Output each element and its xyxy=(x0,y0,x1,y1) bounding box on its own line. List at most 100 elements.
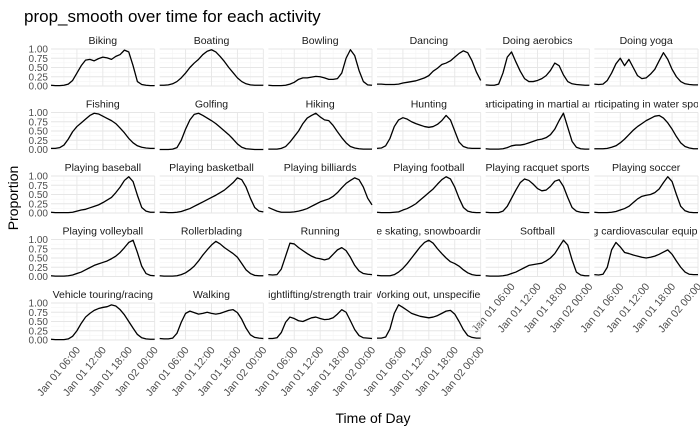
facet-strip-label: Biking xyxy=(89,35,118,47)
facet-panel: Playing volleyball 0.000.250.500.751.00 xyxy=(29,226,156,283)
y-tick-label: 1.00 xyxy=(29,299,49,310)
facet-panel: Ice skating, snowboarding xyxy=(376,226,482,277)
y-tick-label: 0.25 xyxy=(29,136,49,147)
facet-strip-label: Fishing xyxy=(86,99,120,111)
y-tick-label: 0.75 xyxy=(29,181,49,192)
series-line xyxy=(159,112,264,151)
series-line xyxy=(485,112,590,150)
facet-strip-label: Playing soccer xyxy=(612,162,681,174)
y-tick-label: 0.25 xyxy=(29,326,49,337)
series-line xyxy=(376,176,481,214)
facet-strip-label: Weightlifting/strength training xyxy=(253,289,388,301)
y-tick-label: 0.00 xyxy=(29,82,49,93)
y-tick-label: 0.00 xyxy=(29,209,49,220)
y-tick-label: 0.00 xyxy=(29,336,49,347)
facet-panel: Playing soccer xyxy=(594,162,699,214)
facet-strip-label: Using cardiovascular equipment xyxy=(571,226,700,238)
facet-strip-label: Doing aerobics xyxy=(502,35,572,47)
facet-panel: Fishing 0.000.250.500.751.00 xyxy=(29,99,156,156)
facet-panel: Rollerblading xyxy=(159,226,264,277)
facet-panel: Playing racquet sports xyxy=(485,162,590,214)
facet-strip-label: Bowling xyxy=(302,35,339,47)
facet-panel: Vehicle touring/racing 0.000.250.500.751.… xyxy=(29,289,161,399)
facet-panel: Doing aerobics xyxy=(485,35,590,87)
series-line xyxy=(159,240,264,277)
series-line xyxy=(485,239,590,277)
facet-strip-label: Participating in water sports xyxy=(582,99,700,111)
y-tick-label: 0.00 xyxy=(29,272,49,283)
y-tick-label: 0.50 xyxy=(29,254,49,265)
facet-strip-label: Rollerblading xyxy=(181,226,242,238)
facet-panel: Playing football xyxy=(376,162,482,214)
facet-strip-label: Doing yoga xyxy=(620,35,673,47)
series-line xyxy=(268,309,373,340)
facet-strip-label: Playing football xyxy=(393,162,464,174)
facet-strip-label: Boating xyxy=(194,35,230,47)
y-tick-label: 0.25 xyxy=(29,72,49,83)
series-line xyxy=(50,304,155,341)
facet-panel: Golfing xyxy=(159,99,264,151)
facet-panel: Boating xyxy=(159,35,264,87)
series-line xyxy=(594,241,698,276)
facet-strip-label: Playing baseball xyxy=(65,162,141,174)
facet-strip-label: Running xyxy=(301,226,340,238)
facet-panel: Bowling xyxy=(268,35,373,87)
facet-strip-label: Softball xyxy=(520,226,555,238)
facet-panel: Using cardiovascular equipmentJan 01 06:… xyxy=(571,226,700,336)
series-line xyxy=(376,239,481,277)
facet-strip-label: Working out, unspecified xyxy=(371,289,486,301)
series-line xyxy=(594,114,698,150)
facet-panel: Running xyxy=(268,226,373,277)
x-axis-label: Time of Day xyxy=(336,410,411,426)
y-tick-label: 0.25 xyxy=(29,199,49,210)
y-tick-label: 0.50 xyxy=(29,317,49,328)
y-tick-label: 0.00 xyxy=(29,145,49,156)
facet-strip-label: Playing basketball xyxy=(169,162,254,174)
facet-strip-label: Participating in martial arts xyxy=(476,99,600,111)
facet-strip-label: Dancing xyxy=(410,35,449,47)
facet-panel: Doing yoga xyxy=(594,35,699,87)
series-line xyxy=(50,49,155,87)
facet-strip-label: Golfing xyxy=(195,99,228,111)
series-line xyxy=(268,112,372,150)
y-tick-label: 0.75 xyxy=(29,117,49,128)
series-line xyxy=(50,176,155,214)
series-line xyxy=(51,112,155,150)
y-axis-label: Proportion xyxy=(5,166,21,231)
facet-panel: Playing basketball xyxy=(159,162,264,214)
facet-strip-label: Playing volleyball xyxy=(63,226,144,238)
facet-panel: Participating in water sports xyxy=(582,99,700,150)
series-line xyxy=(50,239,155,277)
facet-strip-label: Hunting xyxy=(411,99,447,111)
facet-panel: Hunting xyxy=(376,99,482,150)
y-tick-label: 1.00 xyxy=(29,45,49,56)
y-tick-label: 0.75 xyxy=(29,308,49,319)
facet-strip-label: Playing racquet sports xyxy=(486,162,590,174)
y-tick-label: 0.50 xyxy=(29,127,49,138)
y-tick-label: 0.50 xyxy=(29,63,49,74)
facet-strip-label: Playing billiards xyxy=(284,162,357,174)
facet-panel: Hiking xyxy=(268,99,373,150)
series-line xyxy=(485,51,590,86)
facet-strip-label: Walking xyxy=(193,289,230,301)
series-line xyxy=(377,50,482,86)
y-tick-label: 0.75 xyxy=(29,244,49,255)
series-line xyxy=(485,178,590,214)
y-tick-label: 1.00 xyxy=(29,108,49,119)
series-line xyxy=(159,309,264,340)
series-line xyxy=(159,177,264,214)
series-line xyxy=(377,304,481,339)
y-tick-label: 0.50 xyxy=(29,190,49,201)
series-line xyxy=(594,176,698,214)
facet-panel: Dancing xyxy=(377,35,482,87)
series-line xyxy=(268,49,373,87)
series-line xyxy=(376,114,481,150)
facet-panel: Playing billiards xyxy=(268,162,373,214)
y-tick-label: 1.00 xyxy=(29,172,49,183)
